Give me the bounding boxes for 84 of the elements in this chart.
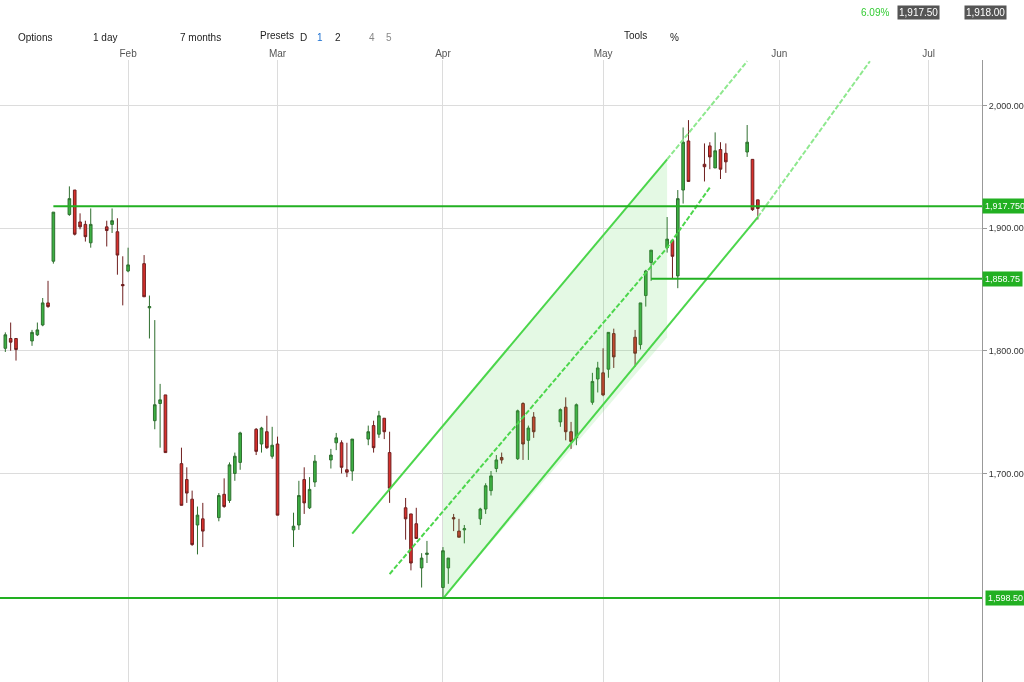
text: 1 [317, 32, 323, 43]
candlestick [595, 361, 600, 393]
y-tick-label: 2,000.00 [988, 100, 1024, 111]
candlestick [558, 407, 563, 428]
candlestick [40, 297, 45, 327]
candlestick [152, 319, 157, 430]
text: Tools [624, 30, 648, 41]
candlestick [531, 411, 536, 439]
candlestick [222, 477, 226, 509]
candlestick [126, 247, 130, 273]
candlestick [745, 124, 749, 158]
text: Options [18, 32, 53, 43]
candlestick [195, 506, 200, 555]
x-tick-label: Mar [268, 48, 287, 59]
candlestick [104, 220, 109, 247]
y-tick-label: 1,900.00 [988, 223, 1024, 234]
candlestick [3, 331, 8, 353]
text: 6.09% [861, 7, 890, 18]
candlestick [670, 239, 675, 279]
candlestick [638, 302, 643, 351]
annotation: 1,917.750 [985, 201, 1024, 211]
x-tick-label: Apr [435, 48, 452, 59]
candlestick [462, 524, 467, 544]
y-tick-label: 1,800.00 [988, 345, 1024, 356]
candlestick [724, 142, 728, 174]
candlestick [254, 427, 258, 456]
text: % [670, 32, 679, 43]
x-tick-label: Feb [119, 48, 138, 59]
x-tick-label: Jul [922, 48, 936, 59]
candlestick [67, 185, 72, 217]
text: 2 [335, 32, 341, 43]
candlestick [590, 372, 595, 406]
text: D [300, 32, 308, 43]
candlestick [158, 383, 162, 449]
candlestick [451, 513, 456, 532]
text: 1 day [93, 32, 118, 43]
candlestick [184, 466, 189, 504]
candlestick [478, 507, 483, 526]
candlestick [702, 142, 707, 182]
candlestick [142, 254, 146, 298]
annotation: 1,858.75 [985, 274, 1021, 284]
candlestick [574, 403, 579, 446]
x-tick-label: Jun [771, 48, 788, 59]
candlestick [601, 347, 605, 397]
text: Presets [260, 30, 294, 41]
candlestick [649, 249, 653, 282]
candlestick [499, 452, 504, 465]
candlestick [120, 255, 125, 306]
candlestick [190, 490, 194, 547]
candlestick [681, 126, 685, 205]
ref-line-label: 1,598.50 [988, 593, 1024, 603]
candlestick [713, 131, 717, 169]
candlestick [425, 540, 429, 564]
candlestick [115, 217, 120, 276]
candlestick [259, 426, 264, 454]
line-series [388, 186, 711, 576]
text: 1,917.50 [899, 7, 939, 18]
candlestick [611, 328, 616, 369]
candlestick [110, 207, 114, 234]
x-tick-label: May [593, 48, 613, 59]
candlestick [265, 415, 269, 450]
text: 1,918.00 [966, 7, 1006, 18]
candlestick [515, 409, 520, 461]
candlestick [606, 331, 611, 379]
candlestick [46, 280, 50, 309]
candlestick [217, 492, 221, 522]
text: 5 [386, 32, 392, 43]
candlestick [526, 425, 531, 461]
candlestick [494, 454, 499, 473]
candlestick [147, 295, 152, 339]
candlestick [201, 502, 205, 548]
candlestick [686, 119, 691, 182]
candlestick [88, 207, 93, 249]
candlestick [708, 141, 712, 170]
candlestick [51, 211, 56, 265]
candlestick [163, 394, 168, 454]
text: 7 months [180, 32, 222, 43]
candlestick [633, 329, 637, 368]
candlestick [675, 189, 680, 289]
candlestick [643, 269, 648, 308]
y-tick-label: 1,700.00 [988, 468, 1024, 479]
text: 4 [369, 32, 375, 43]
candlestick [718, 141, 723, 180]
candlestick [270, 426, 274, 460]
